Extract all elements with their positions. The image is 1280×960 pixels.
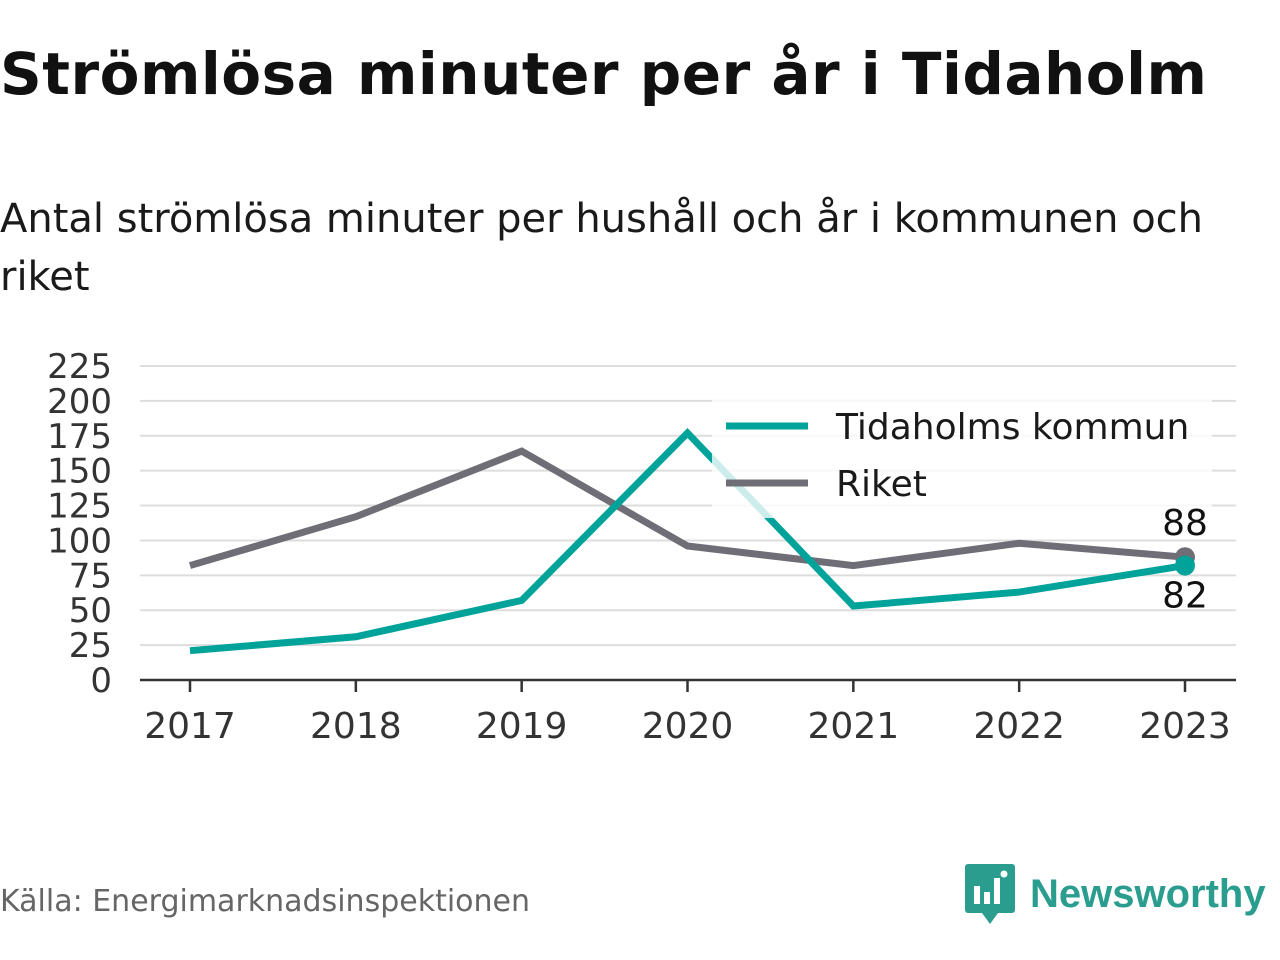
- y-tick-label: 100: [47, 521, 112, 561]
- x-tick-label: 2019: [476, 706, 568, 747]
- y-tick-label: 200: [47, 382, 112, 422]
- legend-label: Riket: [836, 464, 927, 505]
- endpoint-tidaholm: [1175, 555, 1195, 576]
- y-tick-label: 125: [47, 487, 112, 527]
- y-tick-label: 225: [47, 347, 112, 387]
- y-tick-label: 75: [69, 556, 112, 596]
- x-tick-label: 2020: [642, 706, 734, 747]
- legend-label: Tidaholms kommun: [835, 407, 1189, 448]
- chart-title: Strömlösa minuter per år i Tidaholm: [0, 40, 1208, 108]
- y-tick-label: 25: [69, 626, 112, 666]
- x-tick-label: 2022: [973, 706, 1065, 747]
- x-tick-label: 2018: [310, 706, 402, 747]
- newsworthy-logo-icon: [965, 864, 1015, 924]
- x-tick-label: 2021: [808, 706, 900, 747]
- newsworthy-logo: Newsworthy: [964, 862, 1266, 926]
- source-note: Källa: Energimarknadsinspektionen: [0, 884, 531, 919]
- chart-subtitle: Antal strömlösa minuter per hushåll och …: [0, 196, 1204, 300]
- series-line-tidaholm: [189, 427, 1186, 655]
- end-label-tidaholm: 82: [1162, 576, 1208, 617]
- y-tick-label: 0: [90, 661, 112, 701]
- y-tick-label: 175: [47, 417, 112, 457]
- end-label-riket: 88: [1162, 503, 1208, 544]
- legend-background: [712, 400, 1212, 518]
- series-line-riket: [189, 447, 1186, 570]
- x-tick-label: 2023: [1139, 706, 1231, 747]
- brand-name: Newsworthy: [1030, 871, 1266, 916]
- x-tick-label: 2017: [144, 706, 236, 747]
- y-tick-label: 150: [47, 452, 112, 492]
- y-tick-label: 50: [69, 591, 112, 631]
